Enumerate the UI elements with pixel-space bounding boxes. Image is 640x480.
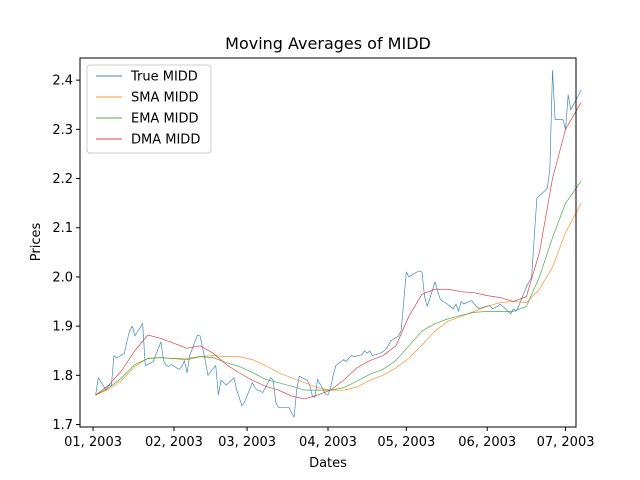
legend-label: DMA MIDD (131, 133, 200, 148)
x-axis-title: Dates (309, 456, 347, 471)
legend-label: SMA MIDD (131, 91, 199, 106)
x-tick-label: 01, 2003 (64, 435, 122, 450)
y-tick-label: 2.4 (52, 74, 73, 89)
y-axis: 1.7 1.8 1.9 2.0 2.1 2.2 2.3 2.4 (52, 74, 80, 433)
x-tick-label: 07, 2003 (537, 435, 595, 450)
x-tick-label: 03, 2003 (218, 435, 276, 450)
y-tick-label: 1.8 (52, 369, 73, 384)
y-axis-title: Prices (29, 223, 44, 262)
y-tick-label: 2.2 (52, 172, 73, 187)
series-layer (95, 69, 582, 418)
legend-box (86, 64, 212, 154)
x-tick-label: 06, 2003 (458, 435, 516, 450)
y-tick-label: 1.9 (52, 320, 73, 335)
x-tick-label: 02, 2003 (145, 435, 203, 450)
x-tick-label: 05, 2003 (377, 435, 435, 450)
series-line-ema-midd (95, 180, 582, 396)
series-line-dma-midd (95, 102, 582, 400)
legend: True MIDD SMA MIDD EMA MIDD DMA MIDD (86, 64, 212, 154)
x-tick-label: 04, 2003 (299, 435, 357, 450)
y-tick-label: 1.7 (52, 418, 73, 433)
x-axis: 01, 2003 02, 2003 03, 2003 04, 2003 05, 2003… (64, 427, 595, 450)
chart-title: Moving Averages of MIDD (225, 34, 431, 53)
legend-label: True MIDD (130, 70, 198, 85)
y-tick-label: 2.3 (52, 123, 73, 138)
series-line-true-midd (95, 69, 582, 418)
y-tick-label: 2.1 (52, 221, 73, 236)
legend-label: EMA MIDD (131, 112, 199, 127)
y-tick-label: 2.0 (52, 270, 73, 285)
